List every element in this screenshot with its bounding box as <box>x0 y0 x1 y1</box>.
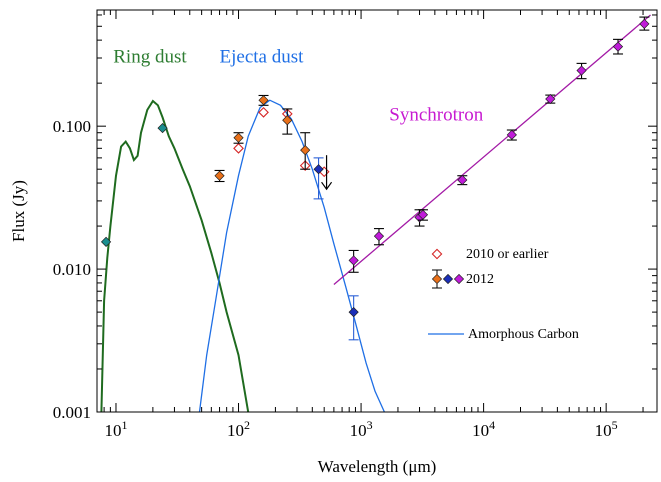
point-2012-blue-0 <box>313 164 324 175</box>
legend-filled-diamond-marker <box>453 273 465 285</box>
x-tick-label-base: 10 <box>350 421 367 440</box>
point-2010-or-earlier-0 <box>233 142 244 154</box>
point-2012-magenta-3 <box>417 209 429 220</box>
point-2012-orange-1 <box>233 132 244 143</box>
series-line-amorphous-carbon <box>198 99 385 412</box>
legend-filled-diamond-marker <box>442 273 454 285</box>
x-tick-label: 102 <box>227 418 250 440</box>
series-line-synchrotron <box>333 14 651 285</box>
plot-frame <box>96 9 658 413</box>
y-tick-label: 0.100 <box>53 117 91 136</box>
point-2012-blue-1 <box>348 307 359 318</box>
point-2012-magenta-4 <box>457 174 468 186</box>
point-2010-or-earlier-3 <box>299 160 311 171</box>
x-tick-label-base: 10 <box>595 421 612 440</box>
x-tick-label-base: 10 <box>104 421 121 440</box>
x-tick-label-exponent: 3 <box>367 418 373 432</box>
point-2012-magenta-6 <box>545 93 556 105</box>
point-2010-or-earlier-1 <box>258 106 269 118</box>
point-mid-ir-points-0 <box>100 236 112 247</box>
axes: 101 102 103 104 1050.0010.0100.100Wavelength… <box>9 9 658 476</box>
point-2012-magenta-5 <box>506 129 517 140</box>
plot-series <box>100 14 651 412</box>
annotation-synchrotron: Synchrotron <box>389 104 483 125</box>
point-2012-blue-upper-limit-arrowhead-0 <box>321 181 333 191</box>
x-tick-label-base: 10 <box>227 421 244 440</box>
legend-label-2012: 2012 <box>466 272 494 287</box>
legend-label-2010: 2010 or earlier <box>466 247 549 262</box>
legend-open-diamond-marker <box>431 248 443 260</box>
point-2012-orange-0 <box>214 170 225 181</box>
legend-label-amorphous-carbon: Amorphous Carbon <box>468 327 579 342</box>
legend: 2010 or earlier 2012 Amorphous Carbon <box>428 247 579 342</box>
x-tick-label-exponent: 4 <box>489 418 495 432</box>
x-tick-label-base: 10 <box>472 421 489 440</box>
x-tick-label-exponent: 2 <box>244 418 250 432</box>
y-tick-label: 0.010 <box>53 260 91 279</box>
x-tick-label: 103 <box>350 418 373 440</box>
x-tick-label: 101 <box>104 418 127 440</box>
x-tick-label-exponent: 1 <box>121 418 127 432</box>
x-tick-label-exponent: 5 <box>612 418 618 432</box>
point-2012-magenta-1 <box>373 231 385 242</box>
point-2012-magenta-9 <box>639 18 650 29</box>
x-tick-label: 105 <box>595 418 618 440</box>
series-line-ring-dust <box>100 99 250 412</box>
point-2012-magenta-0 <box>348 255 359 266</box>
point-2012-magenta-8 <box>612 41 624 52</box>
point-mid-ir-points-1 <box>157 122 168 134</box>
point-2012-magenta-7 <box>576 65 587 76</box>
plot-area <box>100 14 651 412</box>
point-2012-orange-4 <box>300 145 311 156</box>
annotation-ejecta-dust: Ejecta dust <box>220 46 305 67</box>
legend-filled-diamond-marker <box>431 273 443 285</box>
x-tick-label: 104 <box>472 418 495 440</box>
y-axis-title: Flux (Jy) <box>9 180 28 242</box>
point-2012-orange-2 <box>258 95 269 106</box>
annotation-ring-dust: Ring dust <box>113 46 187 67</box>
point-2012-orange-3 <box>282 115 293 126</box>
x-axis-title: Wavelength (μm) <box>318 457 437 476</box>
y-tick-label: 0.001 <box>53 403 91 422</box>
annotations: Ring dust Ejecta dust Synchrotron <box>113 46 483 125</box>
